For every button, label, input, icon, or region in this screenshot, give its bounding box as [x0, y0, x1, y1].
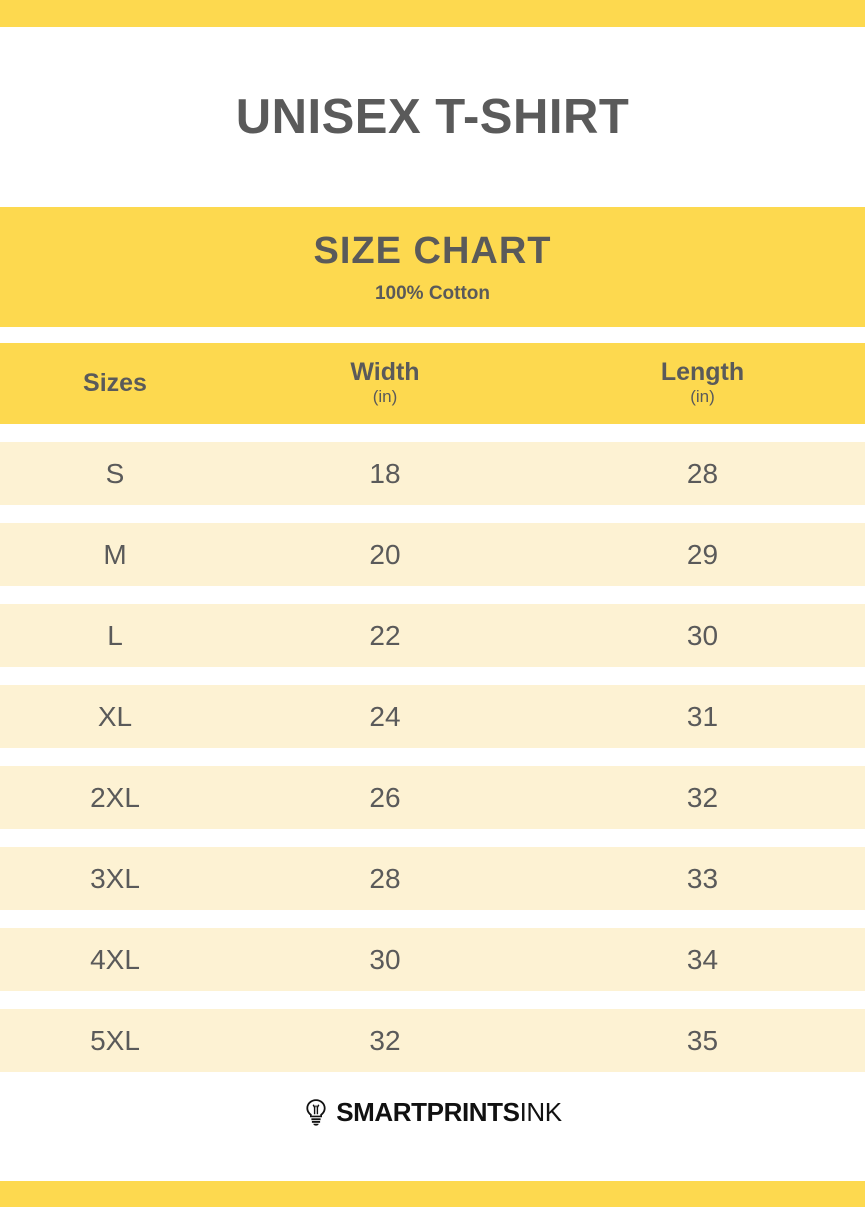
size-value: S	[105, 457, 125, 489]
length-value: 30	[686, 619, 719, 651]
column-header-width-label: Width	[350, 358, 420, 387]
table-row: 2XL 26 32	[0, 766, 865, 829]
brand-name-primary: SMARTPRINTS	[336, 1097, 520, 1127]
cell-size: 5XL	[0, 1024, 230, 1056]
cell-length: 34	[540, 943, 865, 975]
width-value: 26	[369, 781, 401, 813]
cell-size: 3XL	[0, 862, 230, 894]
width-value: 32	[369, 1024, 401, 1056]
table-row: 4XL 30 34	[0, 928, 865, 991]
width-value: 28	[369, 862, 401, 894]
size-value: M	[103, 538, 127, 570]
table-row: 5XL 32 35	[0, 1009, 865, 1072]
length-value: 34	[686, 943, 719, 975]
width-value: 24	[369, 700, 401, 732]
column-header-sizes-label: Sizes	[83, 369, 147, 398]
cell-width: 22	[230, 619, 540, 651]
page-title: UNISEX T-SHIRT	[235, 89, 630, 144]
width-value: 22	[369, 619, 401, 651]
brand-logo-text: SMARTPRINTSINK	[336, 1099, 562, 1125]
size-value: 3XL	[90, 862, 140, 894]
table-header-row: Sizes Width (in) Length (in)	[0, 343, 865, 424]
size-value: 2XL	[90, 781, 140, 813]
brand-name-secondary: INK	[519, 1097, 563, 1127]
length-value: 28	[686, 457, 719, 489]
length-value: 31	[686, 700, 719, 732]
cell-width: 32	[230, 1024, 540, 1056]
cell-size: M	[0, 538, 230, 570]
material-subtitle: 100% Cotton	[374, 282, 491, 304]
length-value: 33	[686, 862, 719, 894]
cell-length: 30	[540, 619, 865, 651]
table-row: 3XL 28 33	[0, 847, 865, 910]
top-accent-band	[0, 0, 865, 27]
width-value: 20	[369, 538, 401, 570]
column-header-width-unit: (in)	[372, 387, 398, 407]
brand-logo: SMARTPRINTSINK	[0, 1098, 865, 1126]
cell-length: 29	[540, 538, 865, 570]
cell-size: 2XL	[0, 781, 230, 813]
table-row: S 18 28	[0, 442, 865, 505]
column-header-width: Width (in)	[230, 359, 540, 408]
size-table: Sizes Width (in) Length (in) S 18 28	[0, 343, 865, 1090]
cell-width: 24	[230, 700, 540, 732]
cell-size: XL	[0, 700, 230, 732]
column-header-length: Length (in)	[540, 359, 865, 408]
size-chart-banner: SIZE CHART 100% Cotton	[0, 207, 865, 327]
cell-width: 30	[230, 943, 540, 975]
table-row: XL 24 31	[0, 685, 865, 748]
cell-length: 32	[540, 781, 865, 813]
length-value: 29	[686, 538, 719, 570]
table-row: M 20 29	[0, 523, 865, 586]
cell-width: 28	[230, 862, 540, 894]
size-value: 4XL	[90, 943, 140, 975]
cell-width: 18	[230, 457, 540, 489]
size-value: XL	[97, 700, 133, 732]
product-title-section: UNISEX T-SHIRT	[0, 27, 865, 207]
cell-size: S	[0, 457, 230, 489]
size-chart-heading: SIZE CHART	[313, 229, 552, 272]
cell-width: 26	[230, 781, 540, 813]
column-header-length-label: Length	[660, 358, 745, 387]
cell-width: 20	[230, 538, 540, 570]
length-value: 35	[686, 1024, 719, 1056]
table-row: L 22 30	[0, 604, 865, 667]
length-value: 32	[686, 781, 719, 813]
cell-length: 35	[540, 1024, 865, 1056]
cell-size: 4XL	[0, 943, 230, 975]
column-header-sizes: Sizes	[0, 369, 230, 398]
cell-length: 28	[540, 457, 865, 489]
size-value: L	[107, 619, 123, 651]
column-header-length-unit: (in)	[690, 387, 715, 407]
width-value: 30	[369, 943, 401, 975]
lightbulb-icon	[306, 1099, 326, 1126]
bottom-accent-band	[0, 1181, 865, 1207]
width-value: 18	[369, 457, 401, 489]
cell-length: 33	[540, 862, 865, 894]
cell-length: 31	[540, 700, 865, 732]
cell-size: L	[0, 619, 230, 651]
size-value: 5XL	[90, 1024, 140, 1056]
